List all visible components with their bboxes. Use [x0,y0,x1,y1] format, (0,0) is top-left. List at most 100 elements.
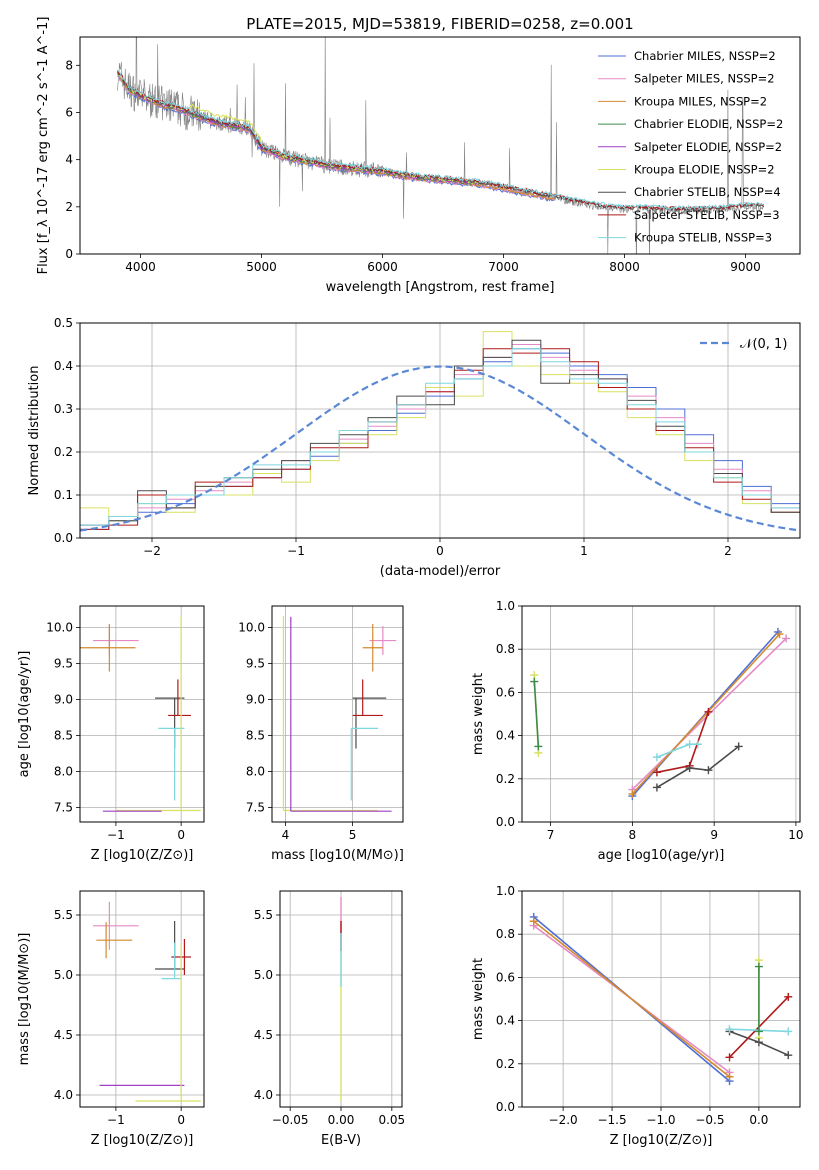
y-tick-label: 9.5 [246,657,265,671]
weight-point-salpeter_miles [782,634,791,643]
y-tick-label: 4 [65,153,73,167]
weight-point-chabrier_stelib [704,766,713,775]
y-axis-label: Normed distribution [27,366,42,496]
y-tick-label: 0.6 [496,970,515,984]
model-chabrier_elodie [117,72,480,186]
legend: Chabrier MILES, NSSP=2 Salpeter MILES, NS… [598,49,783,245]
x-tick-label: 1 [580,544,588,558]
y-tick-label: 0.3 [54,402,73,416]
x-tick-label: 4000 [125,260,156,274]
x-axis-label: (data-model)/error [380,564,501,579]
y-axis-label: mass weight [471,958,486,1040]
grid [80,891,204,1107]
y-tick-label: 0.5 [54,316,73,330]
axes-frame [79,605,205,823]
x-tick-label: −0.05 [272,1113,309,1127]
y-tick-label: 1.0 [496,884,515,898]
x-tick-label: −2 [143,544,161,558]
weight-point-kroupa_stelib [725,1025,734,1034]
model-salpeter_stelib [117,70,765,212]
x-tick-label: 7 [547,828,555,842]
x-tick-label: 0.05 [378,1113,405,1127]
y-tick-label: 5.0 [54,968,73,982]
x-tick-label: 2 [724,544,732,558]
legend-label: Kroupa MILES, NSSP=2 [634,94,767,108]
y-axis-label: mass weight [471,673,486,755]
grid [80,606,204,822]
axes-frame [521,605,801,823]
y-tick-label: 0.4 [496,1014,515,1028]
weight-point-kroupa_miles [529,917,538,926]
axes-frame [521,890,801,1108]
y-tick-label: 8.5 [246,729,265,743]
y-tick-label: 5.5 [254,908,273,922]
y-tick-label: 0.6 [496,685,515,699]
y-tick-label: 0.0 [54,531,73,545]
x-axis-label: Z [log10(Z/Z⊙)] [91,848,194,863]
x-tick-label: 7000 [488,260,519,274]
histogram-salpeter_stelib [80,348,800,530]
y-tick-label: 4.0 [54,1088,73,1102]
y-tick-label: 9.0 [246,693,265,707]
grid [272,606,403,822]
y-tick-label: 6 [65,105,73,119]
weight-line-kroupa_miles [533,920,730,1078]
chart-age-vs-z: −1 0 7.5 8.0 8.5 9.0 9.5 10.0 Z [log10(Z/Z⊙)] age… [17,605,205,863]
y-tick-label: 8.0 [54,765,73,779]
x-tick-label: 0.00 [328,1113,355,1127]
y-tick-label: 9.0 [54,693,73,707]
legend-label: Chabrier MILES, NSSP=2 [634,49,776,63]
x-axis-label: Z [log10(Z/Z⊙)] [91,1133,194,1148]
legend: 𝒩(0, 1) [700,337,787,352]
x-tick-label: 0 [436,544,444,558]
x-tick-label: 0 [177,828,185,842]
model-salpeter_miles [117,73,555,201]
y-tick-label: 2 [65,200,73,214]
weight-point-salpeter_stelib [784,992,793,1001]
weight-point-chabrier_elodie [754,1027,763,1036]
weight-point-chabrier_stelib [652,783,661,792]
normal-curve [80,365,800,532]
x-tick-label: 9 [710,828,718,842]
weight-line-salpeter_miles [631,637,787,791]
axes-frame [79,36,801,255]
y-tick-label: 1.0 [496,599,515,613]
weight-point-chabrier_stelib [734,742,743,751]
x-axis-label: E(B-V) [321,1133,361,1148]
chart-weight-vs-z: −2.0 −1.5 −1.0 −0.5 0.0 0.0 0.2 0.4 0.6 0.8 1.0 Z [… [471,884,801,1148]
y-tick-label: 9.5 [54,657,73,671]
y-tick-label: 5.0 [254,968,273,982]
y-tick-label: 8.0 [246,765,265,779]
y-tick-label: 0.2 [496,1057,515,1071]
axes-frame [79,322,801,539]
weight-point-kroupa_stelib [693,740,702,749]
legend-label: Salpeter STELIB, NSSP=3 [634,208,780,222]
chart-mass-vs-z: −1 0 4.0 4.5 5.0 5.5 Z [log10(Z/Z⊙)] mass [log1… [17,890,205,1148]
weight-point-chabrier_elodie [530,677,539,686]
y-tick-label: 8 [65,58,73,72]
histogram-chabrier_miles [80,348,800,530]
y-tick-label: 0.4 [54,359,73,373]
chart-weight-vs-age: 7 8 9 10 0.0 0.2 0.4 0.6 0.8 1.0 age [log10(age/yr… [471,599,804,863]
y-tick-label: 4.5 [54,1028,73,1042]
y-tick-label: 0.2 [496,772,515,786]
legend-label: Chabrier STELIB, NSSP=4 [634,185,781,199]
plot-area [282,616,397,812]
y-tick-label: 0.1 [54,488,73,502]
weight-point-salpeter_stelib [652,768,661,777]
y-tick-label: 0.0 [496,815,515,829]
weight-point-kroupa_stelib [784,1027,793,1036]
plot-area [80,331,800,532]
x-tick-label: 9000 [730,260,761,274]
legend-label: Chabrier ELODIE, NSSP=2 [634,117,783,131]
y-tick-label: 7.5 [54,801,73,815]
legend-label: Salpeter MILES, NSSP=2 [634,72,775,86]
plot-area [93,901,201,1102]
weight-point-kroupa_miles [725,1072,734,1081]
x-tick-label: 5 [349,828,357,842]
plot-area [530,627,791,801]
x-tick-label: 0.0 [749,1113,768,1127]
weight-point-kroupa_miles [628,789,637,798]
model-kroupa_stelib [117,70,764,211]
